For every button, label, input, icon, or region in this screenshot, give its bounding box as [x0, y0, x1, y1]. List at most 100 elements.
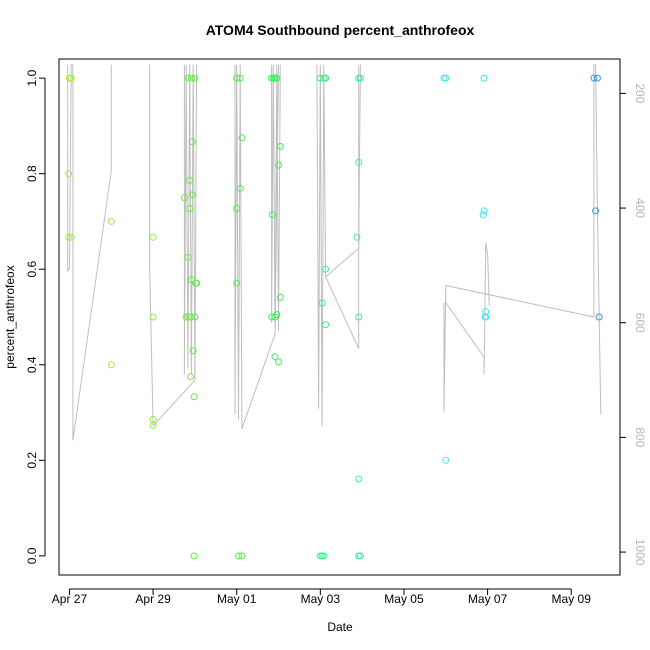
data-point	[271, 353, 279, 361]
x-tick-label: May 01	[217, 592, 257, 606]
secondary-line-segment	[183, 64, 196, 381]
data-point	[187, 313, 194, 321]
data-point	[318, 299, 326, 307]
data-point	[233, 205, 241, 212]
data-point	[184, 253, 192, 261]
chart-title: ATOM4 Southbound percent_anthrofeox	[206, 22, 475, 38]
data-point	[268, 211, 276, 219]
y-axis-label: percent_anthrofeox	[3, 265, 17, 368]
y-tick-label: 0.8	[25, 165, 39, 182]
data-point	[320, 552, 328, 560]
right-axis: 200 400 600 800 1000	[619, 83, 647, 566]
data-points-layer	[65, 74, 603, 560]
data-point	[189, 347, 197, 355]
data-point	[187, 276, 195, 284]
secondary-line-segment	[234, 64, 279, 429]
data-point	[482, 308, 490, 316]
right-tick-label: 200	[633, 83, 647, 103]
data-point	[275, 358, 282, 366]
secondary-line-segment	[445, 64, 602, 415]
data-point	[355, 158, 363, 166]
data-point	[107, 217, 115, 225]
y-tick-label: 0.4	[25, 356, 39, 373]
x-tick-label: May 03	[301, 592, 341, 606]
y-tick-label: 0.2	[25, 452, 39, 469]
data-point	[322, 265, 330, 273]
data-point	[190, 393, 198, 401]
data-point	[191, 313, 199, 321]
data-point	[592, 207, 600, 215]
data-point	[322, 74, 330, 82]
data-point	[275, 161, 282, 169]
data-point	[590, 74, 598, 82]
right-tick-label: 600	[633, 313, 647, 333]
data-point	[236, 74, 244, 82]
data-point	[186, 176, 194, 184]
x-tick-label: May 05	[384, 592, 424, 606]
data-point	[442, 74, 450, 82]
data-point	[480, 74, 488, 82]
data-point	[273, 74, 281, 82]
secondary-line-segment	[316, 64, 361, 426]
data-point	[316, 74, 324, 82]
x-tick-label: Apr 29	[135, 592, 171, 606]
data-point	[356, 552, 364, 560]
data-point	[191, 74, 199, 82]
y-tick-label: 1.0	[25, 69, 39, 86]
data-point	[233, 279, 241, 287]
right-tick-label: 800	[633, 427, 647, 447]
y-tick-label: 0.6	[25, 261, 39, 278]
data-point	[276, 293, 284, 301]
x-tick-label: May 09	[552, 592, 592, 606]
data-point	[186, 205, 194, 212]
secondary-line-segment	[149, 64, 198, 428]
data-point	[193, 279, 201, 287]
data-point	[355, 313, 363, 321]
data-point	[184, 74, 192, 82]
data-point	[322, 321, 330, 329]
secondary-line-segment	[325, 64, 360, 349]
data-point	[182, 313, 190, 321]
data-point	[482, 313, 490, 321]
data-point	[238, 552, 246, 560]
secondary-line-layer	[67, 64, 602, 441]
data-point	[187, 74, 195, 82]
x-tick-label: Apr 27	[52, 592, 88, 606]
y-tick-label: 0.0	[25, 547, 39, 564]
x-axis: Apr 27 Apr 29 May 01 May 03 May 05 May 07 May …	[52, 588, 592, 606]
data-point	[480, 207, 488, 215]
x-tick-label: May 07	[468, 592, 508, 606]
secondary-line-segment	[67, 64, 112, 441]
data-point	[149, 233, 157, 241]
right-tick-label: 1000	[633, 539, 647, 566]
data-point	[238, 134, 246, 142]
data-point	[67, 74, 75, 82]
data-point	[276, 142, 284, 150]
right-tick-label: 400	[633, 198, 647, 218]
data-point	[149, 422, 157, 429]
data-point	[180, 194, 188, 202]
data-point	[595, 313, 603, 321]
data-point	[593, 74, 601, 82]
data-point	[233, 74, 241, 82]
data-point	[65, 233, 73, 241]
data-point	[188, 191, 196, 199]
data-point	[353, 233, 361, 241]
data-point	[187, 373, 194, 381]
data-point	[273, 311, 281, 319]
x-axis-label: Date	[327, 620, 353, 634]
data-point	[442, 456, 450, 464]
data-point	[107, 361, 115, 369]
data-point	[236, 185, 244, 192]
data-point	[67, 233, 75, 241]
data-point	[149, 313, 157, 321]
secondary-line-segment	[443, 242, 490, 412]
data-point	[479, 211, 487, 219]
y-axis: 0.0 0.2 0.4 0.6 0.8 1.0	[25, 69, 46, 564]
data-point	[235, 552, 242, 560]
secondary-line-segment	[271, 64, 281, 332]
data-point	[188, 138, 196, 146]
data-point	[65, 170, 73, 178]
data-point	[356, 74, 364, 82]
